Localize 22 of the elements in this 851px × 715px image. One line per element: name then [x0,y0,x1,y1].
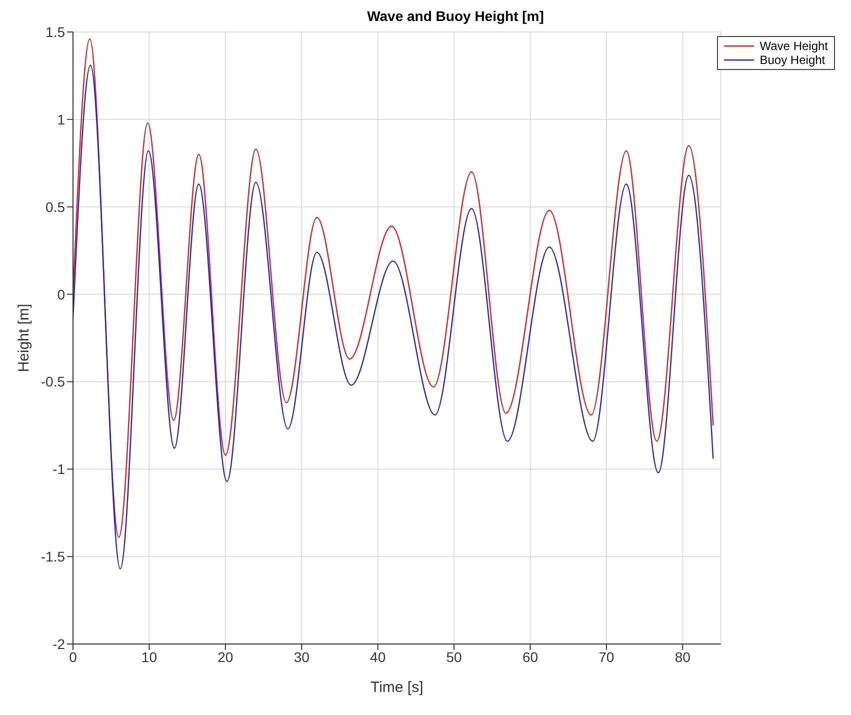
x-axis-title: Time [s] [370,679,424,696]
x-tick-label: 40 [370,648,386,665]
y-tick-label: 1.5 [46,24,66,40]
x-tick-label: 10 [141,648,158,665]
y-tick-label: 1 [57,111,66,128]
x-tick-label: 0 [69,648,78,665]
legend-label: Buoy Height [760,53,826,67]
x-tick-label: 60 [522,648,538,665]
x-tick-label: 50 [446,648,462,665]
x-tick-label: 80 [674,648,691,665]
y-tick-label: -1.5 [40,548,66,565]
x-tick-label: 20 [218,648,234,665]
y-tick-label: -2 [52,636,66,652]
y-tick-label: 0 [57,286,66,302]
chart-title: Wave and Buoy Height [m] [366,8,545,24]
y-tick-label: -0.5 [40,374,66,390]
y-tick-label: -1 [52,461,66,478]
x-tick-label: 30 [294,648,310,665]
x-tick-label: 70 [598,648,614,665]
y-tick-label: 0.5 [46,198,66,215]
y-axis-title: Height [m] [15,304,32,372]
legend-label: Wave Height [760,39,828,53]
